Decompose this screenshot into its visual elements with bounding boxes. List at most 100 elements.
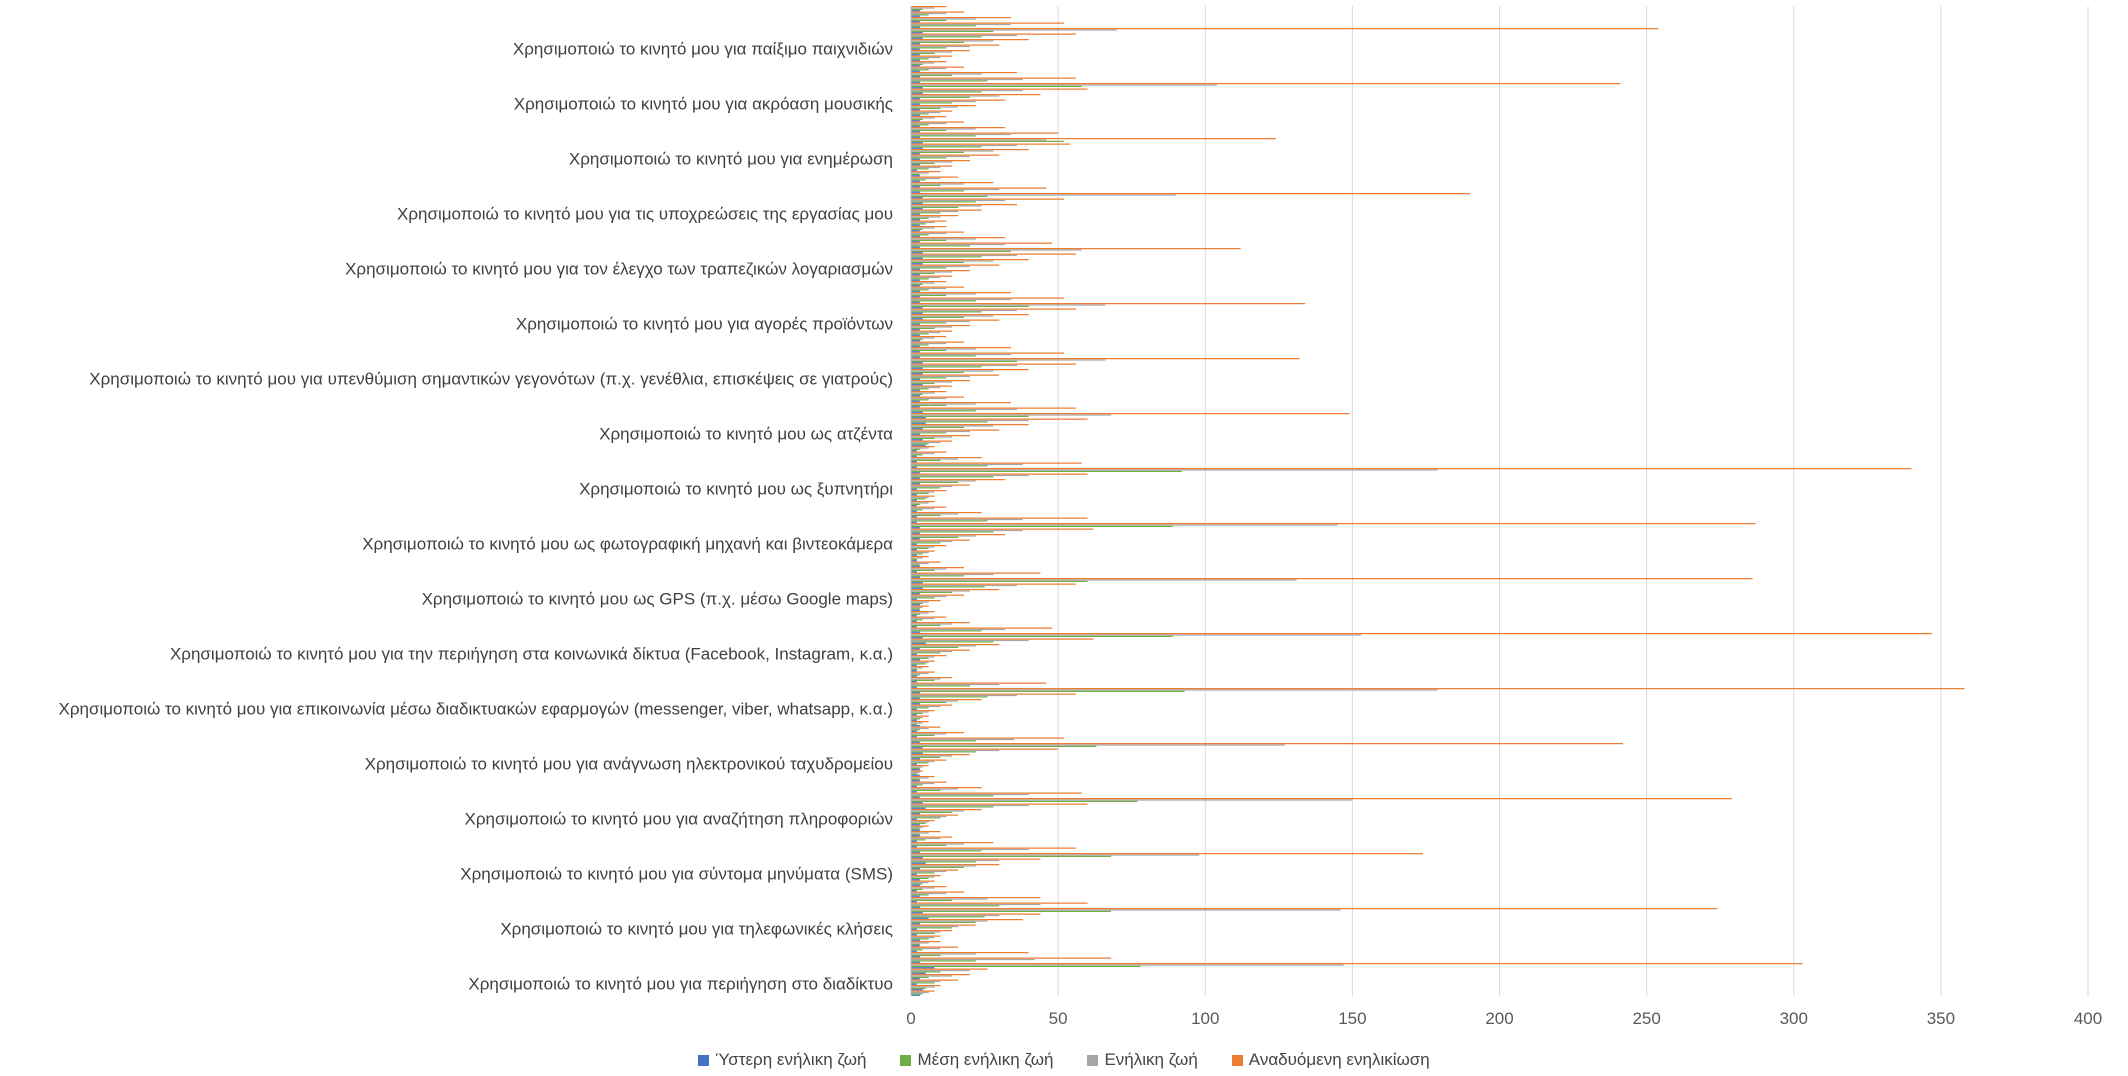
category-label: Χρησιμοποιώ το κινητό μου για την περιήγ… — [170, 644, 893, 663]
bar — [911, 727, 929, 730]
bar — [911, 289, 929, 291]
bar — [911, 259, 1029, 261]
bar — [911, 257, 923, 259]
bar — [911, 36, 982, 38]
bar — [911, 153, 920, 155]
legend: Ύστερη ενήλικη ζωή Μέση ενήλικη ζωή Ενήλικ… — [0, 1050, 2128, 1070]
bar — [911, 285, 920, 287]
x-tick-label: 250 — [1632, 1009, 1660, 1028]
bar — [911, 391, 947, 393]
bar — [911, 296, 920, 298]
x-tick-label: 400 — [2074, 1009, 2102, 1028]
bar — [911, 744, 1285, 746]
bar — [911, 536, 959, 538]
bar — [911, 540, 953, 543]
bar — [911, 304, 1106, 306]
x-tick-label: 200 — [1485, 1009, 1513, 1028]
bar — [911, 558, 917, 560]
bar — [911, 74, 953, 76]
bar — [911, 716, 923, 719]
bar — [911, 450, 917, 452]
bar — [911, 638, 1094, 640]
bar — [911, 527, 920, 529]
bar — [911, 520, 988, 522]
x-tick-labels: 0 50 100 150 200 250 300 350 400 — [906, 1009, 2102, 1028]
bar — [911, 748, 1059, 750]
bar — [911, 740, 976, 742]
bar — [911, 142, 923, 144]
bar — [911, 318, 923, 320]
bar — [911, 375, 970, 378]
bar — [911, 873, 917, 875]
bar — [911, 507, 935, 510]
bar — [911, 876, 935, 878]
bar — [911, 301, 920, 303]
bar — [911, 699, 982, 701]
bar — [911, 21, 920, 23]
bar — [911, 568, 947, 570]
bar — [911, 231, 964, 233]
bar — [911, 703, 920, 705]
bar — [911, 916, 985, 918]
bar — [911, 690, 1185, 692]
bar — [911, 474, 1029, 477]
bar — [911, 777, 929, 779]
bar — [911, 399, 929, 401]
bar — [911, 617, 935, 620]
bar — [911, 811, 953, 813]
bar — [911, 191, 920, 193]
bar — [911, 788, 959, 790]
gridlines — [1057, 6, 2089, 996]
bar — [911, 128, 976, 130]
bar — [911, 626, 917, 628]
bar — [911, 30, 994, 32]
bar — [911, 650, 953, 653]
bar — [911, 681, 917, 683]
bar — [911, 898, 988, 900]
bar — [911, 279, 920, 281]
bar — [911, 32, 923, 34]
bar — [911, 587, 923, 589]
bar — [911, 659, 920, 661]
bar — [911, 586, 985, 588]
bar — [911, 19, 947, 21]
bar — [911, 737, 1065, 739]
bar — [911, 11, 964, 13]
bar — [911, 671, 935, 673]
bar — [911, 778, 920, 780]
bar — [911, 150, 994, 152]
bar — [911, 514, 941, 516]
bar — [911, 901, 917, 903]
bar — [911, 864, 1000, 866]
bar — [911, 395, 920, 397]
bar — [911, 550, 935, 552]
bar — [911, 62, 935, 64]
bar — [911, 205, 982, 207]
bar — [911, 990, 935, 992]
bar — [911, 297, 1065, 299]
bar — [911, 741, 920, 743]
bar — [911, 232, 947, 235]
bar — [911, 210, 959, 213]
bar — [911, 444, 926, 446]
bar — [911, 624, 941, 626]
bar — [911, 220, 947, 222]
bar — [911, 437, 935, 439]
bar — [911, 132, 1059, 134]
category-label: Χρησιμοποιώ το κινητό μου για επικοινωνί… — [59, 699, 893, 718]
bar — [911, 29, 1117, 31]
bar — [911, 771, 920, 774]
bar — [911, 309, 1017, 312]
bar — [911, 848, 1029, 851]
bar — [911, 25, 976, 27]
bar — [911, 938, 929, 940]
bar — [911, 517, 1088, 519]
bar — [911, 920, 988, 922]
bar — [911, 539, 970, 541]
bar — [911, 499, 917, 501]
bar — [911, 888, 923, 890]
bar — [911, 319, 1000, 321]
bar — [911, 993, 923, 995]
category-labels: Χρησιμοποιώ το κινητό μου για περιήγηση … — [59, 39, 894, 993]
bar — [911, 902, 1088, 904]
